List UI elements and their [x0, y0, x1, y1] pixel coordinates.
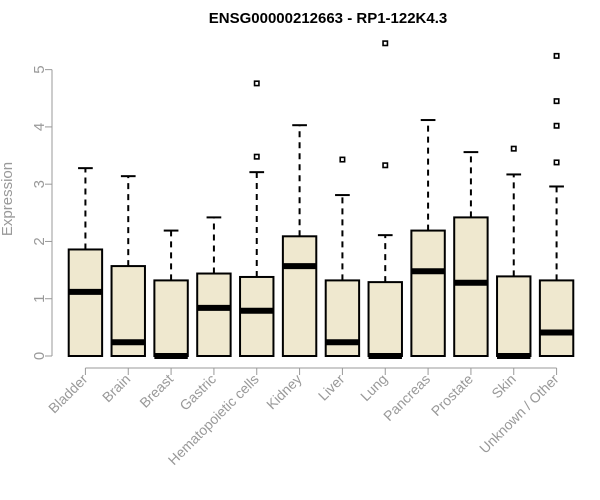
y-tick-label: 1	[31, 295, 48, 303]
box-group	[239, 80, 275, 357]
y-axis: 0 1 2 3 4 5	[31, 65, 53, 360]
outlier-point	[382, 40, 389, 47]
box	[453, 216, 489, 357]
x-tick-label: Breast	[136, 371, 176, 411]
x-tick-label: Pancreas	[380, 371, 433, 424]
x-tick-label: Unknown / Other	[476, 371, 562, 457]
box	[410, 229, 446, 357]
outlier-point	[553, 159, 560, 166]
x-tick-label: Gastric	[176, 371, 219, 414]
boxes-layer	[67, 40, 575, 359]
box	[367, 281, 403, 358]
box-group	[281, 124, 318, 357]
box-group	[196, 216, 232, 358]
outlier-point	[553, 52, 560, 59]
x-tick-label: Brain	[99, 371, 133, 405]
box	[153, 279, 189, 357]
box	[538, 279, 575, 357]
box-group	[410, 119, 446, 357]
chart-title: ENSG00000212663 - RP1-122K4.3	[209, 10, 448, 27]
box	[196, 272, 232, 358]
box-group	[67, 167, 104, 358]
outlier-point	[382, 162, 389, 169]
outlier-point	[339, 156, 346, 163]
y-tick-label: 2	[31, 237, 48, 245]
outlier-point	[253, 80, 260, 87]
x-tick-label: Kidney	[263, 371, 305, 413]
box-group	[153, 229, 189, 359]
y-tick-label: 5	[31, 65, 48, 73]
y-tick-label: 4	[31, 123, 48, 131]
box	[281, 235, 318, 357]
x-tick-label: Liver	[315, 371, 348, 404]
x-tick-label: Lung	[357, 371, 390, 404]
outlier-point	[510, 145, 517, 152]
box	[239, 275, 275, 357]
outlier-point	[553, 98, 560, 105]
box-group	[496, 145, 532, 359]
y-tick-label: 3	[31, 180, 48, 188]
y-axis-label: Expression	[0, 162, 16, 236]
y-tick-label: 0	[31, 352, 48, 360]
x-tick-label: Skin	[488, 371, 519, 402]
x-tick-label: Bladder	[45, 371, 91, 417]
box-group	[110, 175, 146, 357]
box-group	[453, 151, 489, 357]
box	[67, 248, 104, 358]
x-tick-label: Prostate	[428, 371, 476, 419]
box-group	[538, 52, 575, 357]
box-group	[324, 156, 361, 357]
box	[496, 275, 532, 357]
box-group	[367, 40, 403, 359]
outlier-point	[253, 153, 260, 160]
outlier-point	[553, 122, 560, 129]
